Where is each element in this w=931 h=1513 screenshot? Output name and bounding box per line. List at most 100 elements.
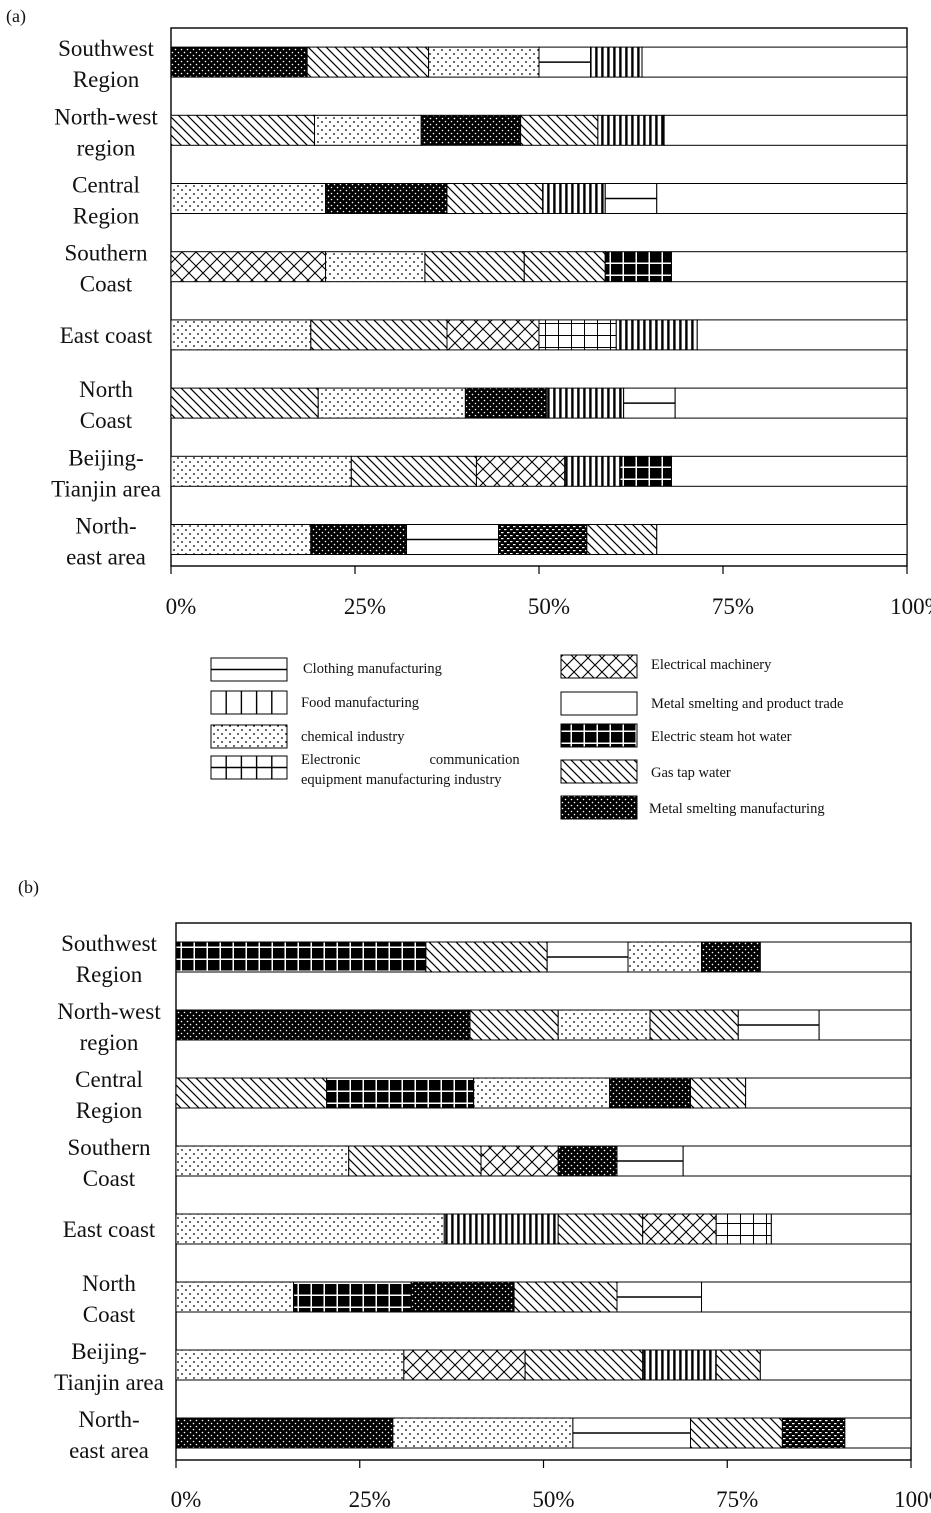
panel-label-a: (a) bbox=[6, 6, 26, 27]
bar-segment-other bbox=[781, 1417, 846, 1449]
legend-swatch-food-bg bbox=[210, 690, 288, 715]
bar-segment-other bbox=[498, 524, 588, 555]
bar-segment-metal_trade bbox=[670, 251, 908, 283]
bar-segment-gas bbox=[586, 524, 658, 555]
bar-group bbox=[170, 387, 908, 419]
bar-segment-metal_mfg bbox=[464, 387, 547, 419]
legend-label-steam: Electric steam hot water bbox=[651, 729, 792, 745]
bar-segment-metal_trade bbox=[701, 1281, 912, 1313]
category-label: North Coast bbox=[79, 377, 133, 433]
bar-segment-metal_mfg bbox=[325, 183, 448, 214]
x-tick-label: 50% bbox=[532, 1487, 574, 1512]
bar-segment-metal_trade bbox=[682, 1145, 912, 1177]
x-tick-label: 100% bbox=[894, 1487, 931, 1512]
x-tick-label: 0% bbox=[171, 1487, 202, 1512]
category-label: Beijing-Tianjin area bbox=[54, 1339, 164, 1395]
bar-group bbox=[175, 941, 912, 973]
bar-segment-gas bbox=[425, 941, 548, 973]
bar-segment-metal_trade bbox=[674, 387, 908, 419]
legend-label-gas: Gas tap water bbox=[651, 765, 731, 781]
bar-segment-food bbox=[443, 1213, 559, 1245]
bar-group bbox=[170, 114, 908, 146]
bar-segment-chemical bbox=[170, 524, 312, 555]
bar-segment-metal_mfg bbox=[420, 114, 522, 146]
bar-segment-metal_trade bbox=[770, 1213, 912, 1245]
legend-label-electrical: Electrical machinery bbox=[651, 657, 772, 673]
bar-segment-food bbox=[597, 114, 665, 146]
bar-segment-chemical bbox=[325, 251, 426, 283]
bar-segment-metal_trade bbox=[656, 183, 908, 214]
x-tick-label: 0% bbox=[166, 594, 197, 619]
legend-label-metal_mfg: Metal smelting manufacturing bbox=[649, 801, 825, 817]
bar-segment-metal_trade bbox=[641, 46, 908, 78]
bar-segment-gas bbox=[524, 1349, 644, 1381]
bar-segment-metal_mfg bbox=[557, 1145, 618, 1177]
bar-segment-chemical bbox=[392, 1417, 574, 1449]
bar-segment-chemical bbox=[170, 319, 312, 351]
bar-group bbox=[170, 319, 908, 351]
bar-segment-chemical bbox=[175, 1213, 445, 1245]
bar-segment-chemical bbox=[317, 387, 466, 419]
category-label: East coast bbox=[60, 323, 153, 348]
bar-segment-gas bbox=[424, 251, 525, 283]
category-label: North-west region bbox=[54, 104, 158, 160]
category-label: Southwest Region bbox=[61, 931, 157, 987]
bar-segment-gas bbox=[348, 1145, 482, 1177]
bar-segment-gas bbox=[170, 387, 319, 419]
bar-segment-metal_trade bbox=[696, 319, 908, 351]
bar-segment-chemical bbox=[175, 1281, 295, 1313]
legend-label-metal_trade: Metal smelting and product trade bbox=[651, 696, 843, 712]
bar-group bbox=[175, 1213, 912, 1245]
bar-segment-metal_mfg bbox=[170, 46, 308, 78]
bar-segment-gas bbox=[557, 1213, 644, 1245]
bar-segment-chemical bbox=[170, 183, 327, 214]
bar-segment-metal_mfg bbox=[410, 1281, 515, 1313]
category-label: Beijing-Tianjin area bbox=[51, 445, 161, 501]
category-label: North-east area bbox=[69, 1407, 149, 1463]
category-label: Central Region bbox=[72, 173, 140, 229]
legend-swatch-chemical bbox=[210, 724, 288, 749]
bar-segment-gas bbox=[446, 183, 544, 214]
category-label: North Coast bbox=[82, 1271, 136, 1327]
bar-segment-metal_trade bbox=[663, 114, 908, 146]
bar-segment-food bbox=[615, 319, 698, 351]
bar-group bbox=[175, 1349, 912, 1381]
chart-panel-a: Southwest Region North-west region Central Re… bbox=[51, 27, 931, 619]
bar-group bbox=[170, 183, 908, 214]
bar-group bbox=[175, 1009, 912, 1041]
bar-segment-food bbox=[545, 387, 625, 419]
bar-segment-metal_trade bbox=[670, 455, 908, 487]
chart-panel-b: Southwest Region North-west region Central Re… bbox=[54, 922, 931, 1512]
bar-segment-electronic bbox=[715, 1213, 772, 1245]
bar-segment-chemical bbox=[473, 1077, 611, 1109]
bar-segment-gas bbox=[306, 46, 430, 78]
legend-swatch-gas bbox=[560, 759, 638, 784]
category-label: Southern Coast bbox=[67, 1135, 151, 1191]
legend-label-electronic: Electronic communication equipment manufa… bbox=[301, 752, 520, 788]
bar-segment-electrical bbox=[446, 319, 540, 351]
x-tick-label: 25% bbox=[349, 1487, 391, 1512]
x-tick-label: 25% bbox=[344, 594, 386, 619]
category-label: North-east area bbox=[66, 514, 146, 570]
bar-segment-gas bbox=[469, 1009, 559, 1041]
bar-segment-food bbox=[590, 46, 643, 78]
legend-label-clothing: Clothing manufacturing bbox=[303, 661, 442, 677]
bar-segment-gas bbox=[513, 1281, 618, 1313]
x-tick-label: 75% bbox=[716, 1487, 758, 1512]
bar-segment-steam bbox=[175, 941, 427, 973]
bar-segment-gas bbox=[350, 455, 477, 487]
bar-segment-electrical bbox=[642, 1213, 717, 1245]
bar-segment-gas bbox=[175, 1077, 328, 1109]
bar-group bbox=[175, 1077, 912, 1109]
bar-group bbox=[175, 1145, 912, 1177]
legend-swatch-electrical bbox=[560, 654, 638, 679]
bar-segment-gas bbox=[520, 114, 599, 146]
bar-segment-food bbox=[564, 455, 621, 487]
bar-segment-food bbox=[642, 1349, 717, 1381]
bar-segment-electronic bbox=[538, 319, 617, 351]
bar-segment-chemical bbox=[175, 1145, 350, 1177]
bar-segment-steam bbox=[326, 1077, 475, 1109]
category-label: North-west region bbox=[57, 999, 161, 1055]
x-tick-label: 100% bbox=[890, 594, 931, 619]
legend-label-chemical: chemical industry bbox=[301, 729, 405, 745]
